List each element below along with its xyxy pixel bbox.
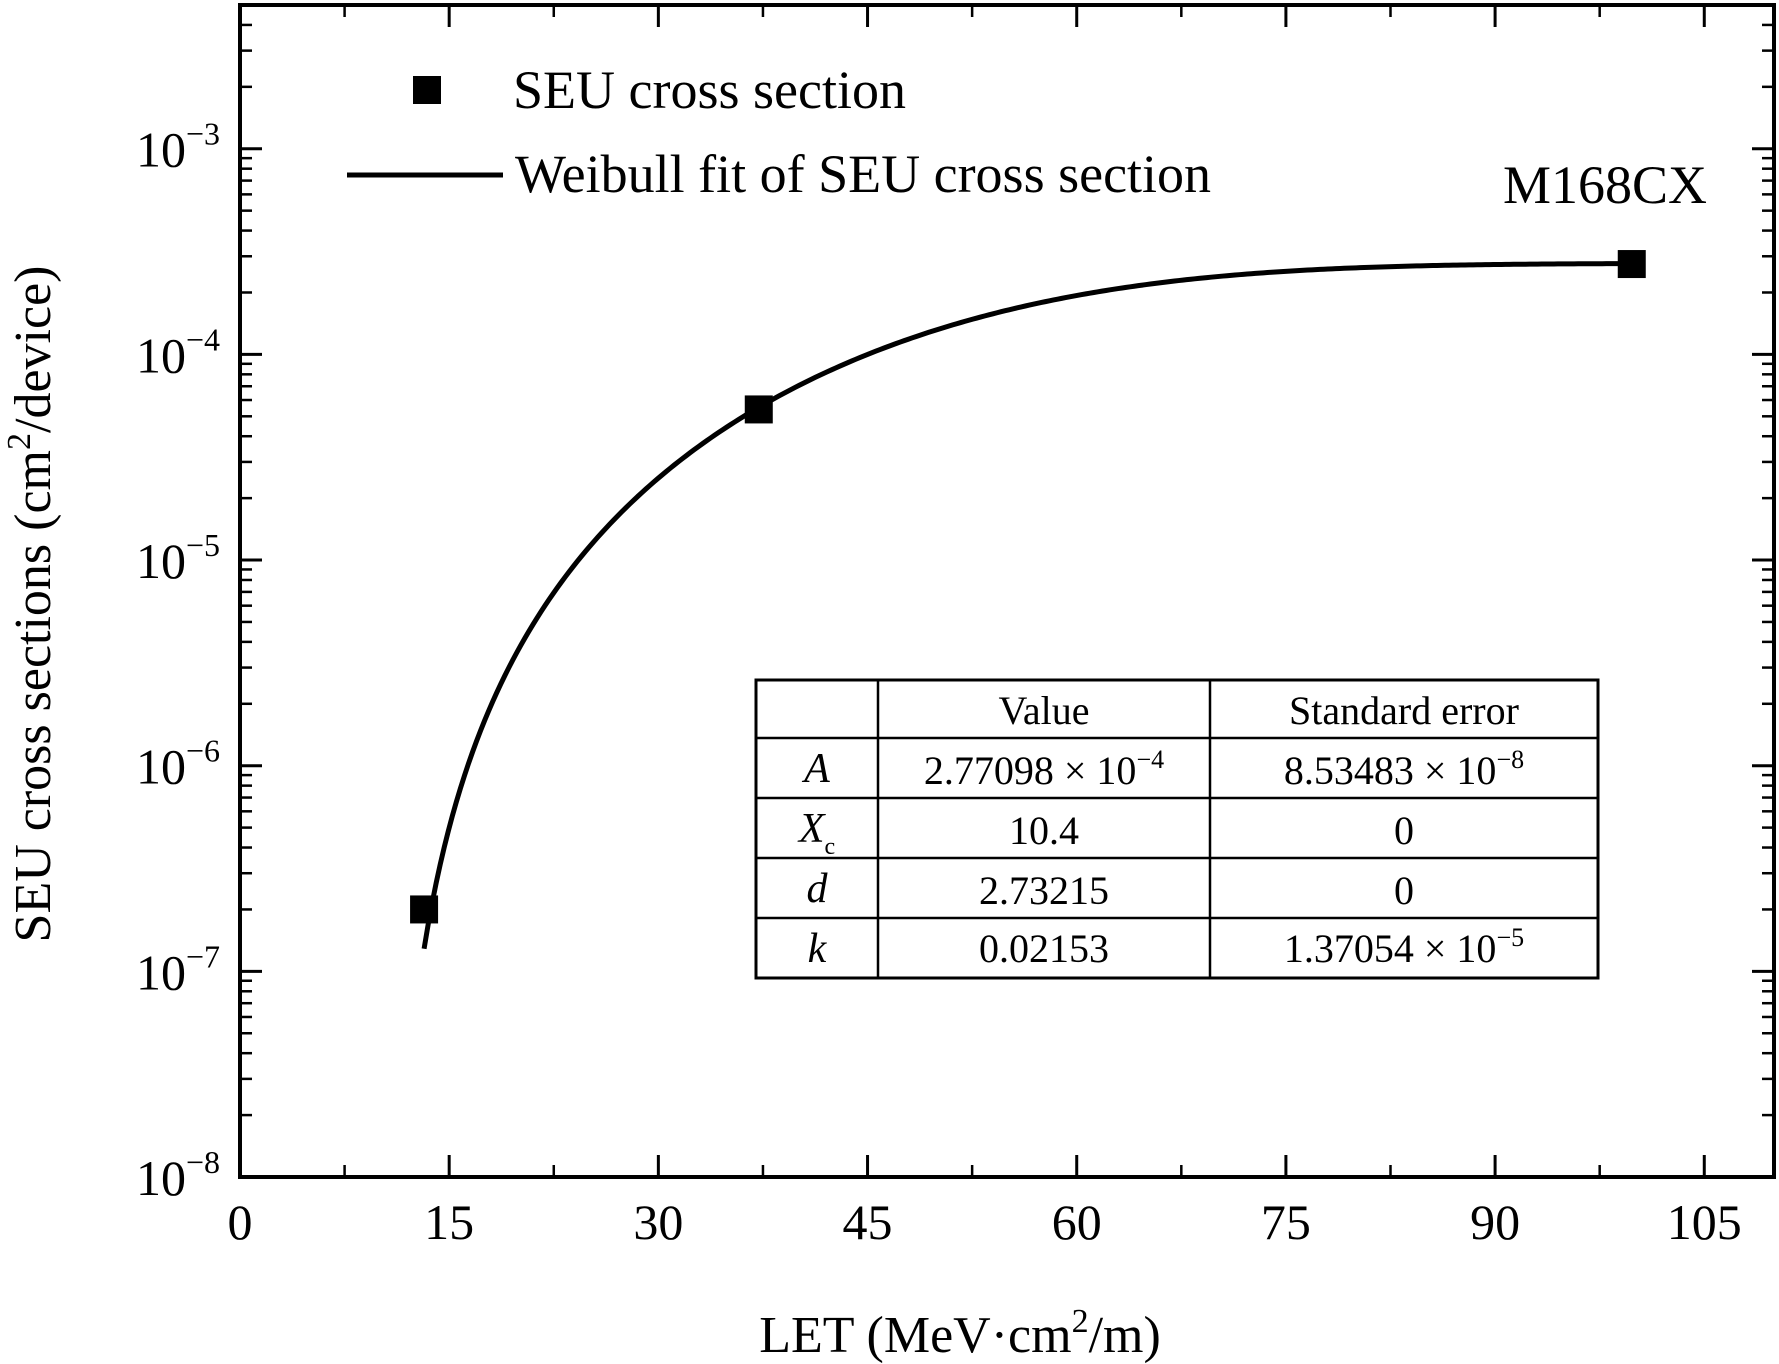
table-error-k: 1.37054 × 10−5: [1284, 923, 1524, 971]
table-value-k: 0.02153: [979, 926, 1109, 971]
y-tick-label: 10−4: [136, 321, 220, 383]
table-header-value: Value: [998, 688, 1089, 733]
x-tick-label: 75: [1261, 1194, 1311, 1250]
y-tick-label: 10−7: [136, 938, 220, 1000]
fit-parameter-table: Value Standard error A 2.77098 × 10−4 8.…: [754, 678, 1600, 980]
table-param-k: k: [808, 926, 828, 972]
table-param-a: A: [801, 746, 830, 792]
table-value-a: 2.77098 × 10−4: [924, 745, 1164, 793]
series-annotation: M168CX: [1503, 155, 1707, 215]
x-tick-label: 0: [228, 1194, 253, 1250]
axis-ticks: 0 15 30 45 60 75 90 105 10−8 10−7 10−6 10−5 10−4 10−3: [136, 3, 1774, 1250]
x-tick-label: 30: [633, 1194, 683, 1250]
data-point: [744, 395, 773, 424]
x-tick-label: 45: [843, 1194, 893, 1250]
y-tick-label: 10−3: [136, 116, 220, 178]
y-tick-label: 10−8: [136, 1144, 220, 1206]
y-tick-label: 10−5: [136, 527, 220, 589]
x-tick-label: 60: [1052, 1194, 1102, 1250]
data-point: [410, 895, 439, 924]
table-value-d: 2.73215: [979, 868, 1109, 913]
table-border: [754, 678, 1600, 980]
y-axis-title: SEU cross sections (cm2/device): [1, 266, 62, 943]
table-param-d: d: [807, 866, 829, 912]
x-tick-label: 15: [424, 1194, 474, 1250]
table-header-error: Standard error: [1289, 688, 1519, 733]
legend-label-line: Weibull fit of SEU cross section: [515, 144, 1211, 204]
table-error-a: 8.53483 × 10−8: [1284, 745, 1524, 793]
data-marks: [410, 250, 1646, 950]
legend-marker-square: [413, 76, 441, 104]
legend-label-points: SEU cross section: [513, 60, 906, 120]
data-point: [1617, 250, 1646, 279]
y-tick-label: 10−6: [136, 733, 220, 795]
legend: SEU cross section Weibull fit of SEU cro…: [347, 60, 1211, 204]
fit-curve: [421, 261, 1635, 950]
x-tick-label: 105: [1667, 1194, 1742, 1250]
table-error-xc: 0: [1394, 808, 1414, 853]
x-tick-label: 90: [1470, 1194, 1520, 1250]
table-error-d: 0: [1394, 868, 1414, 913]
table-param-xc: Xc: [797, 806, 835, 860]
table-value-xc: 10.4: [1009, 808, 1079, 853]
x-axis-title: LET (MeV·cm2/m): [759, 1303, 1161, 1364]
